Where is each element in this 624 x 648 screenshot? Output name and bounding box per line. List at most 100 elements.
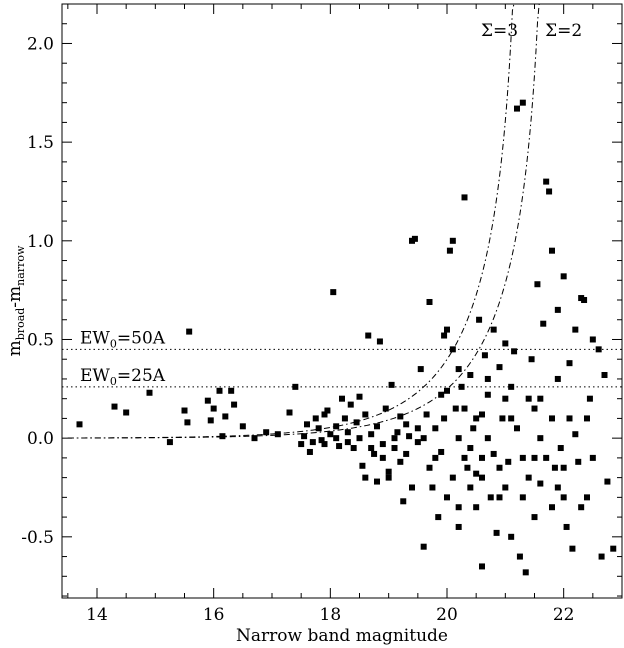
data-point bbox=[554, 306, 561, 313]
data-point bbox=[490, 450, 497, 457]
data-point bbox=[385, 468, 392, 475]
data-point bbox=[461, 194, 468, 201]
data-point bbox=[186, 328, 193, 335]
data-point bbox=[449, 474, 456, 481]
y-axis: -0.5 0.0 0.5 1.0 1.5 2.0 bbox=[21, 23, 622, 597]
data-point bbox=[344, 439, 351, 446]
data-point bbox=[321, 411, 328, 418]
ew-label-base: EW bbox=[80, 328, 110, 348]
data-point bbox=[341, 415, 348, 422]
data-point bbox=[549, 247, 555, 254]
data-point bbox=[274, 431, 281, 438]
data-point bbox=[589, 454, 596, 461]
data-point bbox=[394, 429, 401, 436]
ew-label-sub: 0 bbox=[110, 375, 117, 388]
data-point bbox=[336, 443, 343, 450]
ew-label-base: EW bbox=[80, 366, 110, 386]
data-point bbox=[184, 419, 191, 426]
data-point bbox=[584, 415, 590, 422]
data-point bbox=[298, 441, 305, 448]
data-point bbox=[581, 297, 588, 304]
data-point bbox=[502, 340, 509, 347]
data-point bbox=[292, 383, 299, 390]
data-point bbox=[441, 332, 448, 339]
data-point bbox=[467, 372, 474, 378]
x-tick-label: 14 bbox=[86, 605, 108, 625]
data-point bbox=[222, 413, 229, 420]
data-point bbox=[467, 445, 474, 452]
data-point bbox=[455, 366, 462, 373]
data-point bbox=[318, 437, 325, 444]
data-point bbox=[610, 545, 617, 552]
data-point bbox=[505, 458, 512, 465]
data-point bbox=[508, 415, 515, 422]
data-point bbox=[350, 445, 357, 452]
data-point bbox=[461, 454, 468, 461]
data-point bbox=[429, 484, 436, 491]
data-point bbox=[511, 348, 518, 355]
data-point bbox=[301, 433, 308, 440]
data-point bbox=[569, 545, 576, 552]
plot-frame bbox=[61, 3, 623, 599]
data-point bbox=[219, 433, 226, 440]
ew-label: EW0=50A bbox=[80, 328, 166, 350]
x-tick-label: 16 bbox=[203, 605, 225, 625]
sigma-curves: Σ=3 Σ=2 bbox=[67, 3, 582, 439]
data-point bbox=[522, 569, 529, 576]
sigma-curve bbox=[67, 3, 540, 439]
y-tick-label: 0.0 bbox=[27, 429, 54, 449]
data-point bbox=[519, 454, 526, 461]
data-point bbox=[166, 439, 173, 446]
data-point bbox=[502, 484, 509, 491]
data-point bbox=[572, 326, 579, 333]
data-points bbox=[76, 99, 617, 576]
data-point bbox=[455, 523, 462, 530]
data-point bbox=[490, 326, 497, 333]
data-point bbox=[312, 415, 319, 422]
data-point bbox=[304, 421, 310, 428]
data-point bbox=[444, 326, 450, 333]
data-point bbox=[123, 409, 130, 416]
data-point bbox=[540, 320, 547, 327]
data-point bbox=[598, 553, 605, 560]
data-point bbox=[496, 494, 503, 501]
data-point bbox=[406, 433, 413, 440]
data-point bbox=[327, 431, 334, 438]
data-point bbox=[420, 435, 427, 442]
data-point bbox=[484, 375, 491, 382]
data-point bbox=[455, 504, 462, 511]
data-point bbox=[473, 470, 480, 477]
data-point bbox=[566, 415, 573, 422]
y-axis-label-dash: -m bbox=[5, 286, 25, 308]
data-point bbox=[379, 454, 386, 461]
data-point bbox=[382, 405, 389, 412]
data-point bbox=[216, 387, 223, 394]
x-tick-label: 20 bbox=[436, 605, 458, 625]
y-axis-label-base: m bbox=[5, 340, 25, 356]
data-point bbox=[239, 423, 246, 430]
data-point bbox=[388, 381, 395, 388]
data-point bbox=[376, 338, 383, 345]
y-axis-label: mbroad-mnarrow bbox=[5, 245, 27, 356]
x-axis: 14 16 18 20 22 bbox=[67, 4, 623, 625]
data-point bbox=[76, 421, 83, 428]
data-point bbox=[444, 494, 450, 501]
data-point bbox=[479, 454, 485, 461]
data-point bbox=[502, 395, 509, 402]
data-point bbox=[435, 514, 442, 521]
data-point bbox=[604, 478, 611, 485]
data-point bbox=[537, 435, 544, 442]
data-point bbox=[479, 563, 485, 570]
data-point bbox=[391, 445, 398, 452]
data-point bbox=[420, 543, 427, 550]
data-point bbox=[514, 425, 520, 432]
data-point bbox=[586, 395, 593, 402]
data-point bbox=[473, 504, 480, 511]
data-point bbox=[484, 391, 491, 398]
data-point bbox=[423, 411, 430, 418]
data-point bbox=[397, 458, 404, 465]
data-point bbox=[210, 405, 217, 412]
data-point bbox=[467, 484, 474, 491]
